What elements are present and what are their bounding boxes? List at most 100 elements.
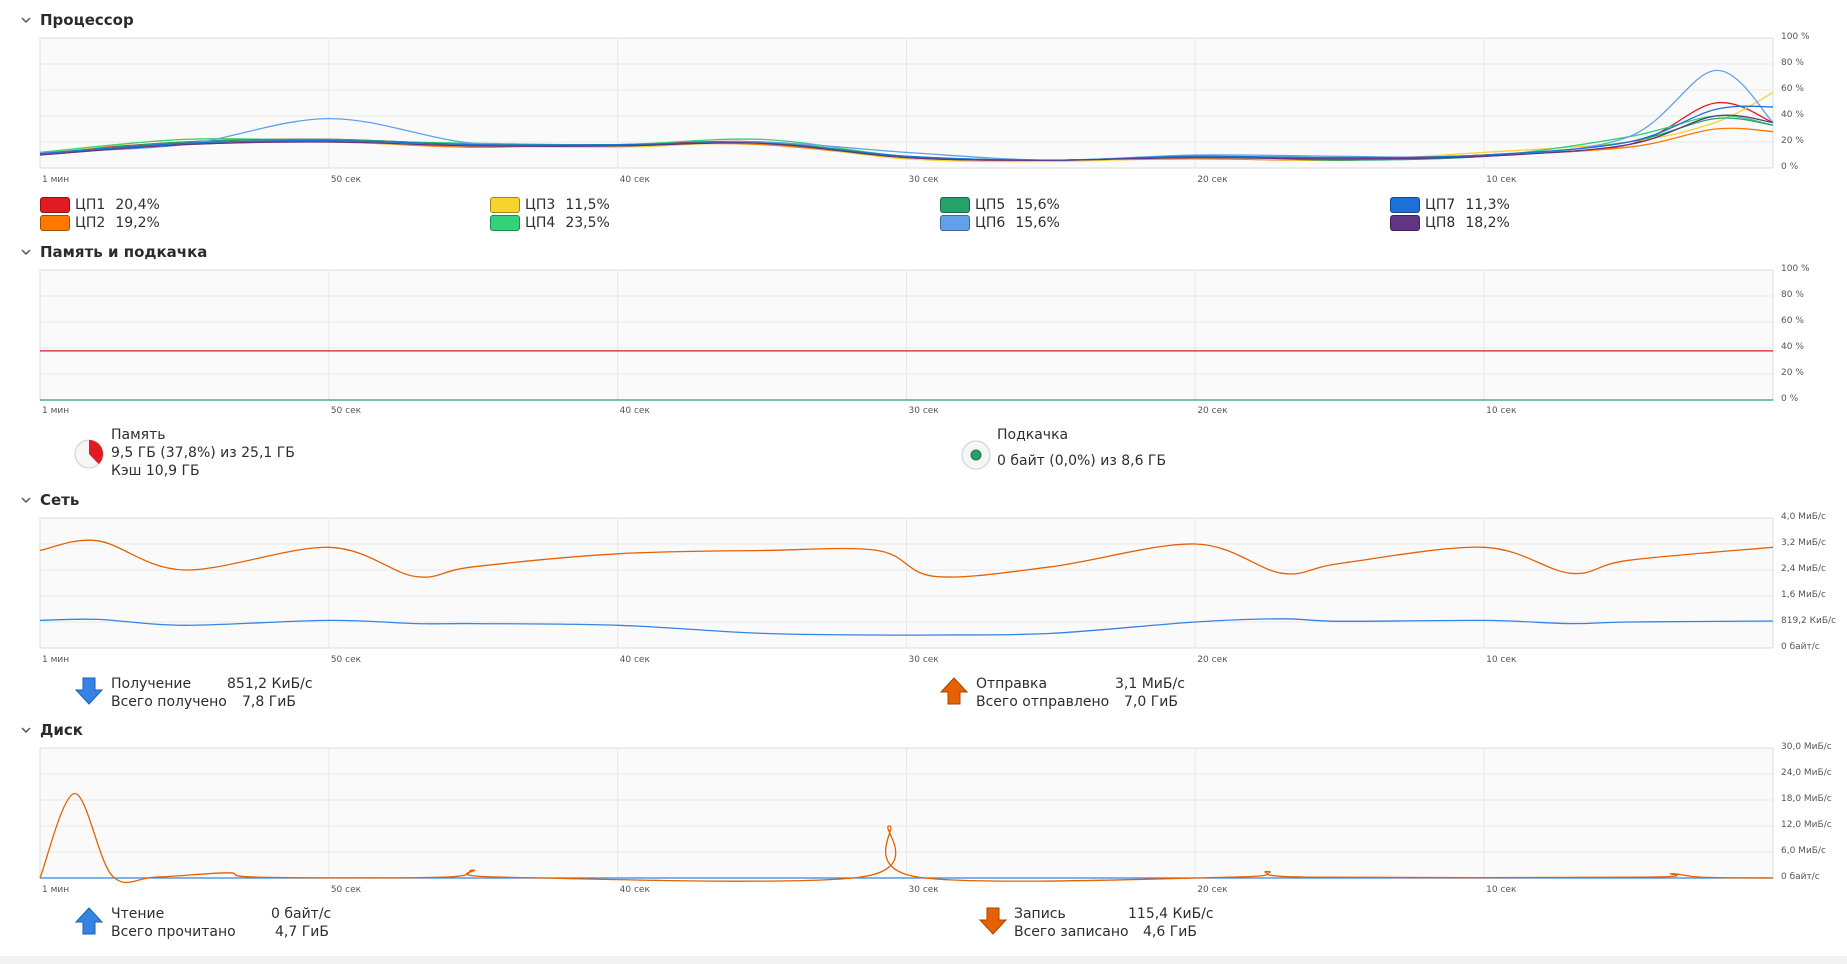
x-tick-label: 1 мин xyxy=(42,885,70,895)
cpu-legend-item[interactable]: ЦП2 19,2% xyxy=(40,215,160,231)
color-swatch[interactable] xyxy=(940,215,970,231)
legend-value: 20,4% xyxy=(115,197,160,213)
write-arrow-icon[interactable] xyxy=(978,906,1008,936)
read-value: 0 байт/с xyxy=(271,906,332,922)
send-arrow-icon[interactable] xyxy=(939,676,969,706)
memory-history-graph xyxy=(39,269,1774,401)
x-tick-label: 10 сек xyxy=(1486,175,1517,185)
cpu-legend-item[interactable]: ЦП8 18,2% xyxy=(1390,215,1510,231)
color-swatch[interactable] xyxy=(490,197,520,213)
series-line-1 xyxy=(39,618,1774,636)
x-tick-label: 40 сек xyxy=(619,175,650,185)
y-tick-label: 12,0 МиБ/с xyxy=(1781,820,1832,830)
color-swatch[interactable] xyxy=(40,197,70,213)
y-tick-label: 40 % xyxy=(1781,342,1804,352)
cpu-section-title: Процессор xyxy=(40,11,134,29)
receive-info: Получение 851,2 КиБ/с Всего получено 7,8 Г… xyxy=(111,675,313,711)
y-tick-label: 1,6 МиБ/с xyxy=(1781,590,1826,600)
disk-x-axis: 1 мин 50 сек 40 сек 30 сек 20 сек 10 сек xyxy=(40,885,1773,899)
chevron-down-icon xyxy=(21,497,31,504)
bottom-edge xyxy=(0,956,1847,964)
write-label: Запись xyxy=(1014,906,1066,922)
y-tick-label: 6,0 МиБ/с xyxy=(1781,846,1826,856)
read-info: Чтение 0 байт/с Всего прочитано 4,7 ГиБ xyxy=(111,905,331,941)
y-tick-label: 24,0 МиБ/с xyxy=(1781,768,1832,778)
memory-x-axis: 1 мин 50 сек 40 сек 30 сек 20 сек 10 сек xyxy=(40,406,1773,420)
read-arrow-icon[interactable] xyxy=(74,906,104,936)
cpu-legend-item[interactable]: ЦП6 15,6% xyxy=(940,215,1060,231)
legend-label: ЦП3 xyxy=(525,197,556,213)
color-swatch[interactable] xyxy=(490,215,520,231)
legend-label: ЦП1 xyxy=(75,197,106,213)
color-swatch[interactable] xyxy=(1390,215,1420,231)
swap-label: Подкачка xyxy=(997,427,1069,443)
disk-history-graph xyxy=(39,747,1774,884)
y-tick-label: 40 % xyxy=(1781,110,1804,120)
network-section-title: Сеть xyxy=(40,491,80,509)
y-tick-label: 30,0 МиБ/с xyxy=(1781,742,1832,752)
cpu-legend-item[interactable]: ЦП1 20,4% xyxy=(40,197,160,213)
x-tick-label: 50 сек xyxy=(330,175,362,185)
legend-label: ЦП6 xyxy=(975,215,1006,231)
cpu-legend-item[interactable]: ЦП5 15,6% xyxy=(940,197,1060,213)
send-value: 3,1 МиБ/с xyxy=(1115,676,1185,692)
memory-section-header[interactable]: Память и подкачка xyxy=(20,242,207,262)
color-swatch[interactable] xyxy=(1390,197,1420,213)
y-tick-label: 60 % xyxy=(1781,84,1804,94)
disk-section-header[interactable]: Диск xyxy=(20,720,83,740)
x-tick-label: 10 сек xyxy=(1486,655,1517,665)
y-tick-label: 100 % xyxy=(1781,264,1810,274)
x-tick-label: 1 мин xyxy=(42,655,70,665)
legend-label: ЦП4 xyxy=(525,215,556,231)
memory-pie-icon[interactable] xyxy=(74,439,104,469)
legend-label: ЦП2 xyxy=(75,215,106,231)
x-tick-label: 20 сек xyxy=(1197,175,1228,185)
x-tick-label: 30 сек xyxy=(908,175,939,185)
graph-canvas xyxy=(39,747,1774,884)
write-total-label: Всего записано xyxy=(1014,924,1129,940)
memory-section-title: Память и подкачка xyxy=(40,243,208,261)
cpu-legend-item[interactable]: ЦП4 23,5% xyxy=(490,215,610,231)
cpu-history-graph xyxy=(39,37,1774,169)
y-tick-label: 100 % xyxy=(1781,32,1810,42)
x-tick-label: 50 сек xyxy=(330,885,362,895)
graph-canvas xyxy=(39,517,1774,649)
read-total-value: 4,7 ГиБ xyxy=(275,924,329,940)
disk-section-title: Диск xyxy=(40,721,83,739)
y-tick-label: 819,2 КиБ/с xyxy=(1781,616,1837,626)
x-tick-label: 30 сек xyxy=(908,406,939,416)
graph-canvas xyxy=(39,269,1774,401)
read-label: Чтение xyxy=(111,906,165,922)
cpu-legend-item[interactable]: ЦП3 11,5% xyxy=(490,197,610,213)
color-swatch[interactable] xyxy=(40,215,70,231)
receive-arrow-icon[interactable] xyxy=(74,676,104,706)
cpu-legend-item[interactable]: ЦП7 11,3% xyxy=(1390,197,1510,213)
cpu-section-header[interactable]: Процессор xyxy=(20,10,134,30)
y-tick-label: 0 байт/с xyxy=(1781,642,1820,652)
legend-value: 15,6% xyxy=(1015,197,1060,213)
x-tick-label: 30 сек xyxy=(908,885,939,895)
write-value: 115,4 КиБ/с xyxy=(1128,906,1214,922)
legend-value: 23,5% xyxy=(565,215,610,231)
color-swatch[interactable] xyxy=(940,197,970,213)
y-tick-label: 20 % xyxy=(1781,136,1804,146)
memory-usage: 9,5 ГБ (37,8%) из 25,1 ГБ xyxy=(111,445,295,461)
x-tick-label: 40 сек xyxy=(619,655,650,665)
send-total-value: 7,0 ГиБ xyxy=(1124,694,1178,710)
y-tick-label: 3,2 МиБ/с xyxy=(1781,538,1826,548)
x-tick-label: 40 сек xyxy=(619,406,650,416)
legend-label: ЦП8 xyxy=(1425,215,1456,231)
send-label: Отправка xyxy=(976,676,1048,692)
network-history-graph xyxy=(39,517,1774,649)
swap-pie-icon[interactable] xyxy=(961,440,991,470)
x-tick-label: 10 сек xyxy=(1486,406,1517,416)
legend-label: ЦП5 xyxy=(975,197,1006,213)
receive-total-value: 7,8 ГиБ xyxy=(242,694,296,710)
network-section-header[interactable]: Сеть xyxy=(20,490,79,510)
memory-cache: Кэш 10,9 ГБ xyxy=(111,463,200,479)
legend-label: ЦП7 xyxy=(1425,197,1456,213)
series-line-2 xyxy=(39,539,1774,578)
send-info: Отправка 3,1 МиБ/с Всего отправлено 7,0 Ги… xyxy=(976,675,1185,711)
legend-value: 18,2% xyxy=(1465,215,1510,231)
x-tick-label: 20 сек xyxy=(1197,406,1228,416)
